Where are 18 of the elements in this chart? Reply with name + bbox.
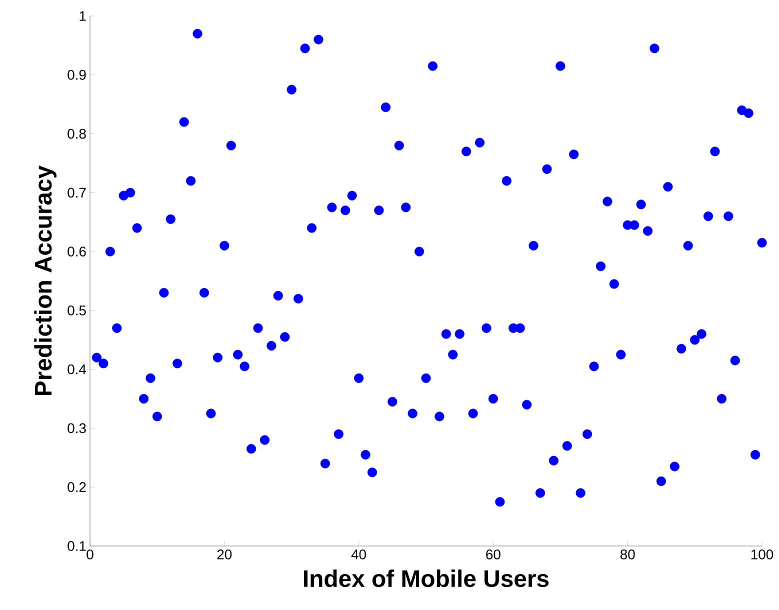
y-tick-label: 0.6 [68,246,86,256]
x-axis-title: Index of Mobile Users [304,570,549,588]
x-tick-label: 100 [751,550,774,560]
x-tick-label: 20 [217,550,232,560]
y-tick-label: 0.2 [68,482,86,492]
y-tick-label: 1 [80,11,86,21]
x-tick-label: 60 [486,550,500,560]
x-tick-label: 40 [351,550,366,560]
y-tick-label: 0.3 [68,423,86,434]
x-tick-label: 0 [86,550,94,560]
y-tick-label: 0.5 [68,305,86,316]
y-tick-label: 0.8 [68,128,86,139]
y-tick-label: 0.4 [68,364,86,374]
y-axis-title: Prediction Accuracy [34,166,56,396]
y-tick-label: 0.9 [68,70,86,80]
y-tick-label: 0.1 [68,541,86,551]
y-tick-label: 0.7 [68,188,86,198]
x-tick-label: 80 [620,550,635,560]
